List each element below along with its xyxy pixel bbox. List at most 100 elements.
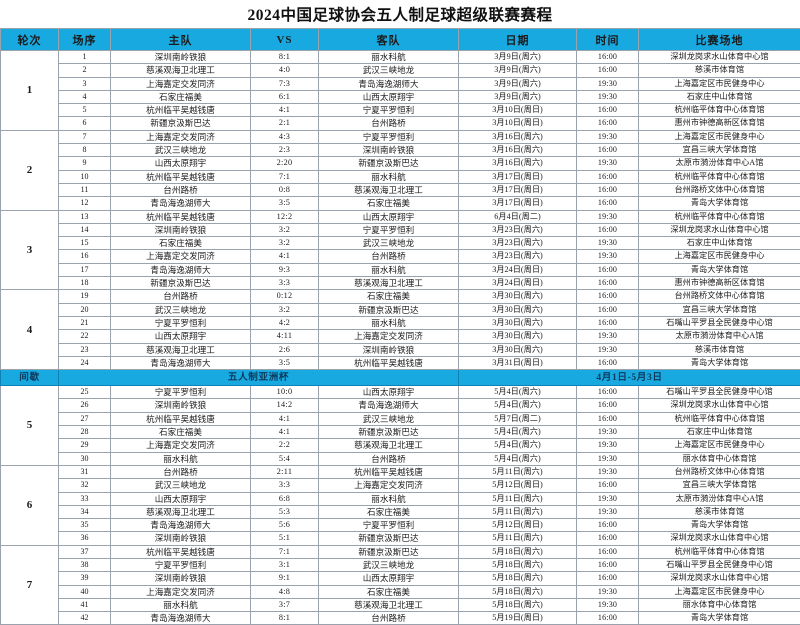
match-venue: 上海嘉定区市民健身中心 xyxy=(639,130,800,143)
away-team: 慈溪观海卫北理工 xyxy=(319,183,459,196)
away-team: 宁夏平罗恒利 xyxy=(319,223,459,236)
match-number: 9 xyxy=(59,157,111,170)
match-number: 21 xyxy=(59,316,111,329)
away-team: 新疆京汲斯巴达 xyxy=(319,303,459,316)
match-venue: 杭州临平体育中心体育馆 xyxy=(639,412,800,425)
match-date: 3月16日(周六) xyxy=(459,144,577,157)
match-number: 23 xyxy=(59,343,111,356)
match-venue: 太原市漪汾体育中心A馆 xyxy=(639,157,800,170)
away-team: 新疆京汲斯巴达 xyxy=(319,532,459,545)
away-team: 石家庄福美 xyxy=(319,197,459,210)
match-score: 2:2 xyxy=(251,439,319,452)
round-number: 1 xyxy=(1,51,59,131)
home-team: 上海嘉定交发同济 xyxy=(111,250,251,263)
match-number: 2 xyxy=(59,64,111,77)
match-time: 16:00 xyxy=(577,303,639,316)
match-score: 8:1 xyxy=(251,51,319,64)
away-team: 慈溪观海卫北理工 xyxy=(319,277,459,290)
home-team: 上海嘉定交发同济 xyxy=(111,585,251,598)
match-number: 26 xyxy=(59,399,111,412)
match-number: 12 xyxy=(59,197,111,210)
match-number: 31 xyxy=(59,465,111,478)
match-time: 19:30 xyxy=(577,210,639,223)
match-time: 16:00 xyxy=(577,412,639,425)
match-score: 4:1 xyxy=(251,426,319,439)
match-score: 5:6 xyxy=(251,519,319,532)
match-number: 28 xyxy=(59,426,111,439)
match-venue: 深圳龙岗求水山体育中心馆 xyxy=(639,51,800,64)
match-date: 3月31日(周日) xyxy=(459,356,577,369)
away-team: 山西太原翔宇 xyxy=(319,210,459,223)
match-venue: 深圳龙岗求水山体育中心馆 xyxy=(639,532,800,545)
match-venue: 青岛大学体育馆 xyxy=(639,263,800,276)
away-team: 丽水科航 xyxy=(319,492,459,505)
round-number: 7 xyxy=(1,545,59,625)
match-venue: 深圳龙岗求水山体育中心馆 xyxy=(639,572,800,585)
home-team: 丽水科航 xyxy=(111,452,251,465)
match-venue: 青岛大学体育馆 xyxy=(639,519,800,532)
match-number: 24 xyxy=(59,356,111,369)
match-time: 16:00 xyxy=(577,197,639,210)
match-venue: 深圳龙岗求水山体育中心馆 xyxy=(639,399,800,412)
match-venue: 宜昌三峡大学体育馆 xyxy=(639,303,800,316)
column-header-away: 客队 xyxy=(319,29,459,51)
match-time: 19:30 xyxy=(577,452,639,465)
match-number: 13 xyxy=(59,210,111,223)
match-number: 34 xyxy=(59,505,111,518)
column-header-home: 主队 xyxy=(111,29,251,51)
away-team: 深圳南岭铁狼 xyxy=(319,144,459,157)
away-team: 武汉三峡地龙 xyxy=(319,64,459,77)
away-team: 宁夏平罗恒利 xyxy=(319,130,459,143)
home-team: 杭州临平吴越钱唐 xyxy=(111,545,251,558)
match-venue: 石嘴山平罗县全民健身中心馆 xyxy=(639,386,800,399)
away-team: 武汉三峡地龙 xyxy=(319,237,459,250)
match-date: 3月23日(周六) xyxy=(459,237,577,250)
match-date: 3月9日(周六) xyxy=(459,51,577,64)
match-number: 6 xyxy=(59,117,111,130)
page-title: 2024中国足球协会五人制足球超级联赛赛程 xyxy=(247,3,552,25)
match-time: 16:00 xyxy=(577,263,639,276)
